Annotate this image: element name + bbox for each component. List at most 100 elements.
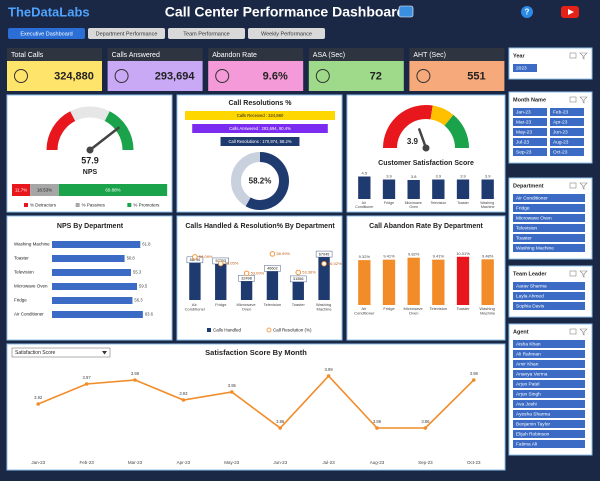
bar	[266, 267, 279, 300]
bar-value: 9.48%	[482, 253, 494, 258]
slicer-item[interactable]	[513, 108, 547, 116]
slicer-item-label[interactable]: Jan-23	[516, 110, 531, 116]
legend-swatch	[75, 203, 80, 207]
slicer-item-label[interactable]: Fridge	[516, 206, 530, 212]
slicer-item[interactable]	[550, 108, 584, 116]
line-point	[84, 382, 89, 386]
slicer-item-label[interactable]: Aisha Khan	[516, 342, 541, 348]
slicer-item-label[interactable]: Television	[516, 226, 537, 232]
slicer-item-label[interactable]: Sep-23	[516, 150, 532, 156]
slicer-item-label[interactable]: Microwave Oven	[516, 216, 552, 222]
multi-select-icon[interactable]	[569, 52, 577, 59]
slicer-item[interactable]	[513, 118, 547, 126]
multi-select-icon[interactable]	[569, 328, 577, 335]
tab[interactable]	[88, 28, 165, 39]
bar	[292, 277, 304, 300]
line-point	[326, 374, 331, 378]
slicer-item-label[interactable]: Fatima Ali	[516, 442, 537, 448]
slicer-item[interactable]	[513, 340, 585, 348]
slicer-item-label[interactable]: Toaster	[516, 236, 532, 242]
tab-label[interactable]: Department Performance	[96, 31, 158, 37]
slicer-item-label[interactable]: Feb-23	[553, 110, 569, 116]
gauge-hub	[422, 144, 430, 152]
slicer-item[interactable]	[513, 194, 585, 202]
slicer-item-label[interactable]: Aug-23	[553, 140, 569, 146]
tab[interactable]	[168, 28, 245, 39]
slicer-item[interactable]	[513, 292, 585, 300]
slicer-item-label[interactable]: Ava Joshi	[516, 402, 537, 408]
slicer-item[interactable]	[513, 224, 585, 232]
slicer-item[interactable]	[513, 390, 585, 398]
slicer-item[interactable]	[550, 138, 584, 146]
slicer-item[interactable]	[513, 282, 585, 290]
tab-label[interactable]: Team Performance	[183, 31, 229, 37]
multi-select-icon[interactable]	[569, 96, 577, 103]
metric-selector-text[interactable]: Satisfaction Score	[15, 350, 56, 356]
slicer-item[interactable]	[513, 138, 547, 146]
slicer-item[interactable]	[513, 302, 585, 310]
slicer-item[interactable]	[550, 148, 584, 156]
slicer-item[interactable]	[513, 360, 585, 368]
slicer-item[interactable]	[513, 148, 547, 156]
multi-select-icon[interactable]	[569, 270, 577, 277]
bar-value: 67045	[319, 252, 330, 256]
clear-filter-icon[interactable]	[579, 270, 588, 278]
slicer-item[interactable]	[513, 128, 547, 136]
clear-filter-icon[interactable]	[579, 328, 588, 336]
slicer-item[interactable]	[513, 64, 537, 72]
slicer-item[interactable]	[513, 234, 585, 242]
bar-value: 3.8	[411, 174, 417, 179]
clear-filter-icon[interactable]	[579, 96, 588, 104]
help-icon[interactable]: ?	[525, 8, 530, 17]
tab[interactable]	[248, 28, 325, 39]
slicer-item-label[interactable]: Jun-23	[553, 130, 568, 136]
slicer-item-label[interactable]: Sophia Davis	[516, 304, 545, 310]
slicer-item-label[interactable]: May-23	[516, 130, 532, 136]
slicer-item-label[interactable]: Apr-23	[553, 120, 568, 126]
slicer-item[interactable]	[513, 214, 585, 222]
tab-label[interactable]: Executive Dashboard	[20, 31, 72, 37]
multi-select-icon[interactable]	[569, 182, 577, 189]
bar	[220, 137, 300, 146]
slicer-item[interactable]	[550, 128, 584, 136]
slicer-item-label[interactable]: Mar-23	[516, 120, 532, 126]
point-label: 3.86	[373, 419, 382, 424]
slicer-item[interactable]	[513, 410, 585, 418]
slicer-item-label[interactable]: Arjun Patel	[516, 382, 539, 388]
clear-filter-icon[interactable]	[579, 52, 588, 60]
x-tick-label: Jan-23	[31, 460, 45, 465]
slicer-item-label[interactable]: Air Conditioner	[516, 196, 548, 202]
bar	[432, 179, 445, 199]
slicer-item[interactable]	[513, 370, 585, 378]
slicer-item-label[interactable]: Amir Khan	[516, 362, 539, 368]
slicer-item[interactable]	[513, 350, 585, 358]
tab-label[interactable]: Weekly Performance	[261, 31, 312, 37]
clear-filter-icon[interactable]	[579, 182, 588, 190]
kpi-label: Calls Answered	[112, 52, 160, 59]
slicer-item[interactable]	[513, 420, 585, 428]
slicer-item[interactable]	[513, 204, 585, 212]
slicer-item-label[interactable]: Layla Ahmed	[516, 294, 544, 300]
slicer-item[interactable]	[513, 430, 585, 438]
slicer-item[interactable]	[513, 380, 585, 388]
slicer-item-label[interactable]: Jul-23	[516, 140, 529, 146]
slicer-item[interactable]	[513, 400, 585, 408]
slicer-item-label[interactable]: Ananya Verma	[516, 372, 548, 378]
slicer-item-label[interactable]: Arjun Singh	[516, 392, 541, 398]
tab[interactable]	[8, 28, 85, 39]
slicer-item[interactable]	[550, 118, 584, 126]
slicer-item[interactable]	[513, 244, 585, 252]
slicer-item-label[interactable]: Elijah Robinson	[516, 432, 550, 438]
slicer-item-label[interactable]: Oct-23	[553, 150, 568, 156]
slicer-item[interactable]	[513, 440, 585, 448]
metric-selector[interactable]	[11, 347, 111, 358]
gauge-label: NPS	[83, 169, 98, 176]
slicer-item-label[interactable]: Ayesha Sharma	[516, 412, 550, 418]
help-button[interactable]	[521, 6, 533, 18]
slicer-item-label[interactable]: Aarav Sharma	[516, 284, 547, 290]
slicer-item-label[interactable]: Ali Rahman	[516, 352, 541, 358]
bar-value: Calls Received : 324,880	[237, 113, 284, 118]
slicer-item-label[interactable]: Washing Machine	[516, 246, 554, 252]
slicer-item-label[interactable]: Benjamin Taylor	[516, 422, 550, 428]
slicer-item-label[interactable]: 2023	[516, 66, 527, 72]
